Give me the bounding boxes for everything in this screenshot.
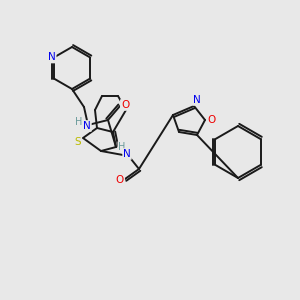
Text: O: O — [121, 100, 129, 110]
Text: S: S — [75, 137, 81, 147]
Text: H: H — [75, 117, 83, 127]
Text: N: N — [193, 95, 201, 105]
Text: N: N — [83, 121, 91, 131]
Text: O: O — [116, 175, 124, 185]
Text: N: N — [123, 149, 131, 159]
Text: O: O — [208, 115, 216, 125]
Text: H: H — [118, 142, 126, 152]
Text: N: N — [48, 52, 56, 62]
